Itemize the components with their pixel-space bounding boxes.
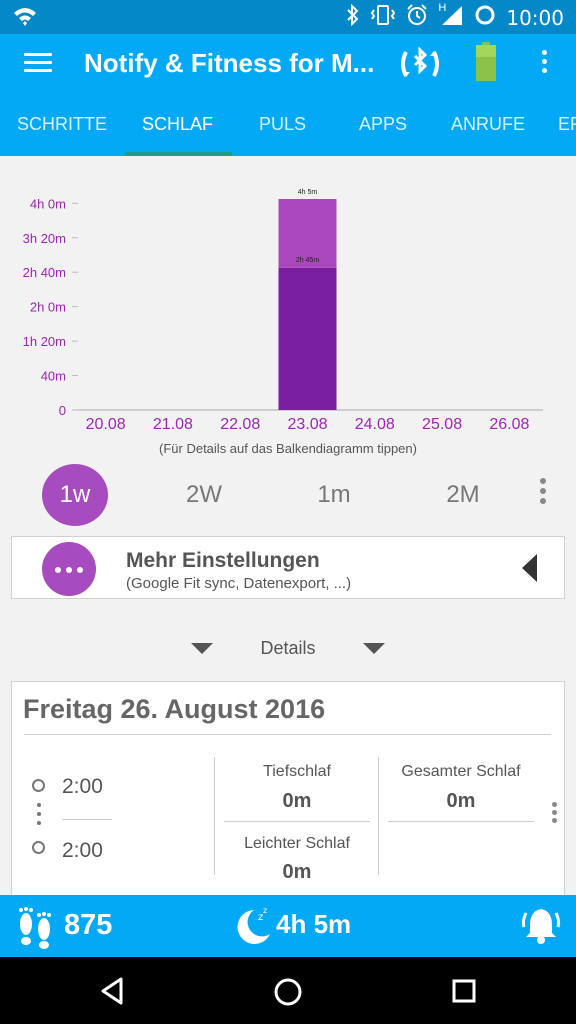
light-sleep-label: Leichter Schlaf [244, 835, 350, 852]
range-2m-button[interactable]: 2M [446, 481, 480, 508]
x-tick-label: 25.08 [422, 416, 462, 433]
sleep-total[interactable]: 4h 5m [276, 909, 352, 939]
clock: 10:00 [506, 5, 564, 30]
x-tick-label: 24.08 [355, 416, 395, 433]
steps-count[interactable]: 875 [64, 909, 113, 941]
total-sleep-label: Gesamter Schlaf [401, 763, 521, 780]
y-tick-label: 2h 40m [23, 265, 66, 280]
more-dots-icon [42, 542, 96, 596]
range-1w-button[interactable]: 1w [42, 464, 108, 526]
tab-anrufe[interactable]: ANRUFE [451, 114, 526, 134]
bar-lower-label: 2h 45m [296, 257, 320, 264]
summary-bar: 875 z z 4h 5m [0, 895, 576, 957]
sleep-end-time[interactable]: 2:00 [62, 839, 103, 862]
chevron-down-icon [363, 643, 385, 654]
sleep-bar-chart-svg[interactable]: 0 40m 1h 20m 2h 0m 2h 40m 3h 20m 4h 0m 20.08 21.… [0, 160, 576, 460]
wifi-icon [12, 5, 38, 34]
tab-er[interactable]: ER [558, 114, 576, 134]
svg-text:z: z [263, 906, 267, 915]
sleep-start-time[interactable]: 2:00 [62, 775, 103, 798]
range-1m-button[interactable]: 1m [317, 481, 351, 508]
chevron-down-icon [191, 643, 213, 654]
y-tick-label: 4h 0m [30, 196, 66, 211]
column-divider [378, 757, 379, 875]
system-nav-bar [0, 957, 576, 1024]
x-tick-label: 22.08 [220, 416, 260, 433]
overflow-menu-icon[interactable] [536, 50, 552, 80]
bar-segment-upper[interactable] [278, 199, 337, 268]
divider [24, 734, 551, 735]
details-toggle[interactable]: Details [0, 630, 576, 666]
vibrate-icon [370, 4, 396, 31]
alarm-icon [406, 4, 428, 31]
card-more-icon[interactable] [550, 802, 558, 828]
time-divider [62, 819, 112, 820]
timeline-dot [37, 821, 41, 825]
bar-segment-lower[interactable] [278, 267, 337, 410]
back-icon[interactable] [99, 977, 125, 1010]
range-2w-button[interactable]: 2W [186, 481, 222, 508]
x-tick-label: 26.08 [489, 416, 529, 433]
tab-schlaf[interactable]: SCHLAF [142, 114, 214, 134]
y-tick-label: 1h 20m [23, 334, 66, 349]
moon-sleep-icon[interactable]: z z [232, 904, 274, 953]
deep-sleep-value: 0m [282, 790, 312, 812]
x-tick-label: 23.08 [287, 416, 327, 433]
bluetooth-icon [346, 3, 360, 31]
column-divider [214, 757, 215, 875]
x-tick-label: 20.08 [86, 416, 126, 433]
app-title: Notify & Fitness for M... [84, 48, 375, 78]
range-selector: 1w 2W 1m 2M [0, 464, 576, 526]
timeline-dot [37, 803, 41, 807]
alarm-bell-icon[interactable] [520, 905, 562, 950]
tab-apps[interactable]: APPS [359, 114, 408, 134]
tab-bar: SCHRITTE SCHLAF PULS APPS ANRUFE ER [0, 94, 576, 156]
range-more-icon[interactable] [538, 478, 548, 512]
divider [388, 821, 534, 822]
x-tick-label: 21.08 [153, 416, 193, 433]
app-bar: Notify & Fitness for M... [0, 34, 576, 94]
timeline-dot [37, 812, 41, 816]
end-time-dot-icon [32, 841, 45, 854]
start-time-dot-icon [32, 779, 45, 792]
more-settings-title: Mehr Einstellungen [126, 549, 320, 572]
y-tick-label: 2h 0m [30, 300, 66, 315]
y-tick-label: 3h 20m [23, 231, 66, 246]
bluetooth-sync-icon[interactable] [396, 44, 444, 89]
day-date: Freitag 26. August 2016 [23, 694, 326, 724]
device-battery-icon [474, 42, 498, 87]
sleep-chart[interactable]: 0 40m 1h 20m 2h 0m 2h 40m 3h 20m 4h 0m 20.08 21.… [0, 160, 576, 460]
y-tick-label: 40m [41, 369, 66, 384]
tab-indicator [125, 152, 232, 156]
status-bar: H 10:00 [0, 0, 576, 34]
divider [224, 821, 370, 822]
footsteps-icon[interactable] [16, 904, 56, 955]
deep-sleep-label: Tiefschlaf [263, 763, 331, 780]
recents-icon[interactable] [451, 978, 477, 1009]
y-tick-label: 0 [59, 403, 66, 418]
more-settings-subtitle: (Google Fit sync, Datenexport, ...) [126, 575, 352, 592]
network-type-label: H [438, 2, 447, 14]
total-sleep-value: 0m [446, 790, 476, 812]
menu-icon[interactable] [24, 50, 52, 78]
tab-puls[interactable]: PULS [259, 114, 307, 134]
more-settings-card[interactable]: Mehr Einstellungen (Google Fit sync, Dat… [11, 536, 565, 599]
battery-ring-icon [474, 4, 496, 31]
svg-text:z: z [258, 912, 263, 923]
day-detail-card: Freitag 26. August 2016 2:00 2:00 Tiefsc… [11, 681, 565, 901]
signal-icon: H [438, 2, 464, 31]
bar-total-label: 4h 5m [298, 189, 318, 196]
chart-hint: (Für Details auf das Balkendiagramm tipp… [159, 441, 417, 456]
light-sleep-value: 0m [282, 861, 312, 883]
details-label: Details [260, 638, 316, 658]
tab-schritte[interactable]: SCHRITTE [17, 114, 107, 134]
home-icon[interactable] [273, 977, 303, 1012]
expand-arrow-icon[interactable] [522, 554, 537, 582]
